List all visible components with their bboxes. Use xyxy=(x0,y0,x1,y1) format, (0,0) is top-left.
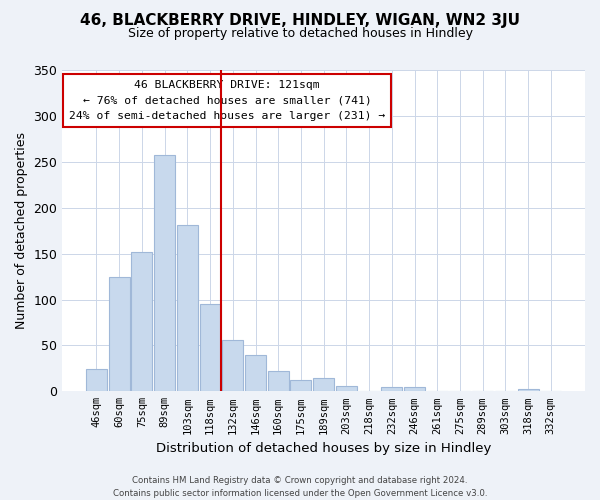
Bar xyxy=(154,156,175,392)
Bar xyxy=(86,370,107,392)
Bar xyxy=(404,386,425,392)
Text: 46, BLACKBERRY DRIVE, HINDLEY, WIGAN, WN2 3JU: 46, BLACKBERRY DRIVE, HINDLEY, WIGAN, WN… xyxy=(80,12,520,28)
Bar xyxy=(223,340,243,392)
Y-axis label: Number of detached properties: Number of detached properties xyxy=(15,132,28,329)
Bar xyxy=(382,386,402,392)
Bar xyxy=(290,380,311,392)
Bar xyxy=(109,278,130,392)
Text: Contains HM Land Registry data © Crown copyright and database right 2024.
Contai: Contains HM Land Registry data © Crown c… xyxy=(113,476,487,498)
X-axis label: Distribution of detached houses by size in Hindley: Distribution of detached houses by size … xyxy=(156,442,491,455)
Bar xyxy=(177,225,198,392)
Bar xyxy=(131,252,152,392)
Bar xyxy=(313,378,334,392)
Bar xyxy=(518,390,539,392)
Bar xyxy=(245,354,266,392)
Text: 46 BLACKBERRY DRIVE: 121sqm
← 76% of detached houses are smaller (741)
24% of se: 46 BLACKBERRY DRIVE: 121sqm ← 76% of det… xyxy=(69,80,385,121)
Bar xyxy=(200,304,221,392)
Bar xyxy=(336,386,357,392)
Text: Size of property relative to detached houses in Hindley: Size of property relative to detached ho… xyxy=(128,28,473,40)
Bar xyxy=(268,371,289,392)
